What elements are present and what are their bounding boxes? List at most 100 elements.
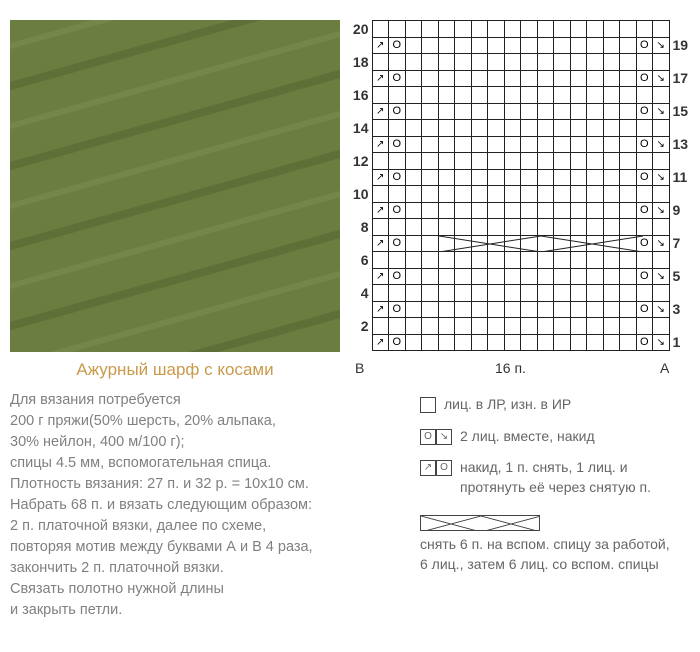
chart-cell bbox=[488, 235, 505, 252]
chart-cell bbox=[372, 301, 389, 318]
legend-item: ↗O накид, 1 п. снять, 1 лиц. и протянуть… bbox=[420, 458, 680, 497]
legend-sym-slash: ↘ bbox=[436, 429, 452, 445]
chart-cell bbox=[653, 21, 670, 38]
chart-cell bbox=[603, 318, 620, 335]
chart-cell bbox=[554, 103, 571, 120]
row-label-left: 20 bbox=[350, 21, 372, 38]
chart-cell bbox=[488, 219, 505, 236]
chart-cell bbox=[587, 87, 604, 104]
chart-cell bbox=[422, 318, 439, 335]
chart-cell bbox=[636, 301, 653, 318]
chart-cell bbox=[570, 136, 587, 153]
chart-cell bbox=[620, 252, 637, 269]
chart-cell bbox=[389, 334, 406, 351]
chart-cell bbox=[537, 70, 554, 87]
chart-cell bbox=[570, 153, 587, 170]
chart-cell bbox=[653, 37, 670, 54]
chart-cell bbox=[587, 169, 604, 186]
chart-cell bbox=[455, 136, 472, 153]
chart-cell bbox=[455, 285, 472, 302]
chart-cell bbox=[504, 202, 521, 219]
legend-sym-bslash: ↗ bbox=[420, 460, 436, 476]
chart-cell bbox=[405, 70, 422, 87]
chart-cell bbox=[504, 186, 521, 203]
chart-cell bbox=[471, 136, 488, 153]
chart-cell bbox=[537, 186, 554, 203]
chart-cell bbox=[587, 136, 604, 153]
chart-cell bbox=[471, 87, 488, 104]
chart-cell bbox=[620, 37, 637, 54]
chart-cell bbox=[372, 334, 389, 351]
chart-cell bbox=[405, 169, 422, 186]
chart-cell bbox=[636, 70, 653, 87]
chart-cell bbox=[603, 219, 620, 236]
chart-cell bbox=[521, 153, 538, 170]
chart-cell bbox=[372, 103, 389, 120]
page-title: Ажурный шарф с косами bbox=[10, 360, 340, 380]
chart-cell bbox=[422, 219, 439, 236]
chart-cell bbox=[471, 21, 488, 38]
chart-cell bbox=[422, 186, 439, 203]
chart-cell bbox=[389, 87, 406, 104]
chart-cell bbox=[653, 169, 670, 186]
chart-cell bbox=[521, 169, 538, 186]
chart-cell bbox=[636, 37, 653, 54]
chart-cell bbox=[504, 301, 521, 318]
chart-cell bbox=[438, 87, 455, 104]
instr-line: 200 г пряжи(50% шерсть, 20% альпака, bbox=[10, 411, 380, 432]
chart-cell bbox=[488, 136, 505, 153]
chart-cell bbox=[372, 120, 389, 137]
row-label-left bbox=[350, 70, 372, 87]
chart-cell bbox=[405, 301, 422, 318]
chart-cell bbox=[554, 235, 571, 252]
chart-cell bbox=[620, 301, 637, 318]
chart-cell bbox=[653, 103, 670, 120]
chart-cell bbox=[537, 252, 554, 269]
row-label-right: 11 bbox=[669, 169, 691, 186]
chart-cell bbox=[554, 219, 571, 236]
chart-cell bbox=[653, 87, 670, 104]
chart-cell bbox=[455, 169, 472, 186]
chart-cell bbox=[471, 186, 488, 203]
chart-cell bbox=[537, 103, 554, 120]
chart-cell bbox=[372, 252, 389, 269]
chart-cell bbox=[455, 334, 472, 351]
row-label-right bbox=[669, 153, 691, 170]
chart-cell bbox=[438, 70, 455, 87]
row-label-left bbox=[350, 103, 372, 120]
chart-cell bbox=[620, 54, 637, 71]
chart-cell bbox=[504, 219, 521, 236]
chart-cell bbox=[389, 70, 406, 87]
chart-cell bbox=[422, 70, 439, 87]
chart-cell bbox=[405, 219, 422, 236]
chart-cell bbox=[455, 103, 472, 120]
chart-cell bbox=[554, 252, 571, 269]
chart-cell bbox=[587, 21, 604, 38]
chart-cell bbox=[620, 186, 637, 203]
chart-cell bbox=[471, 54, 488, 71]
chart-cell bbox=[504, 54, 521, 71]
chart-cell bbox=[488, 54, 505, 71]
chart-cell bbox=[389, 235, 406, 252]
chart-cell bbox=[438, 268, 455, 285]
axis-a: A bbox=[660, 360, 669, 376]
row-label-right: 15 bbox=[669, 103, 691, 120]
row-label-right bbox=[669, 285, 691, 302]
row-label-right: 9 bbox=[669, 202, 691, 219]
chart-cell bbox=[636, 136, 653, 153]
chart-cell bbox=[504, 37, 521, 54]
chart-cell bbox=[372, 285, 389, 302]
chart-cell bbox=[587, 334, 604, 351]
chart-cell bbox=[521, 21, 538, 38]
chart-cell bbox=[422, 235, 439, 252]
chart-cell bbox=[488, 202, 505, 219]
chart-cell bbox=[521, 120, 538, 137]
row-label-left bbox=[350, 169, 372, 186]
chart-cell bbox=[521, 103, 538, 120]
chart-cell bbox=[636, 268, 653, 285]
chart-cell bbox=[653, 202, 670, 219]
chart-cell bbox=[455, 219, 472, 236]
legend-text: накид, 1 п. снять, 1 лиц. и протянуть её… bbox=[460, 458, 680, 497]
instr-line: Связать полотно нужной длины bbox=[10, 579, 380, 600]
chart-cell bbox=[620, 334, 637, 351]
